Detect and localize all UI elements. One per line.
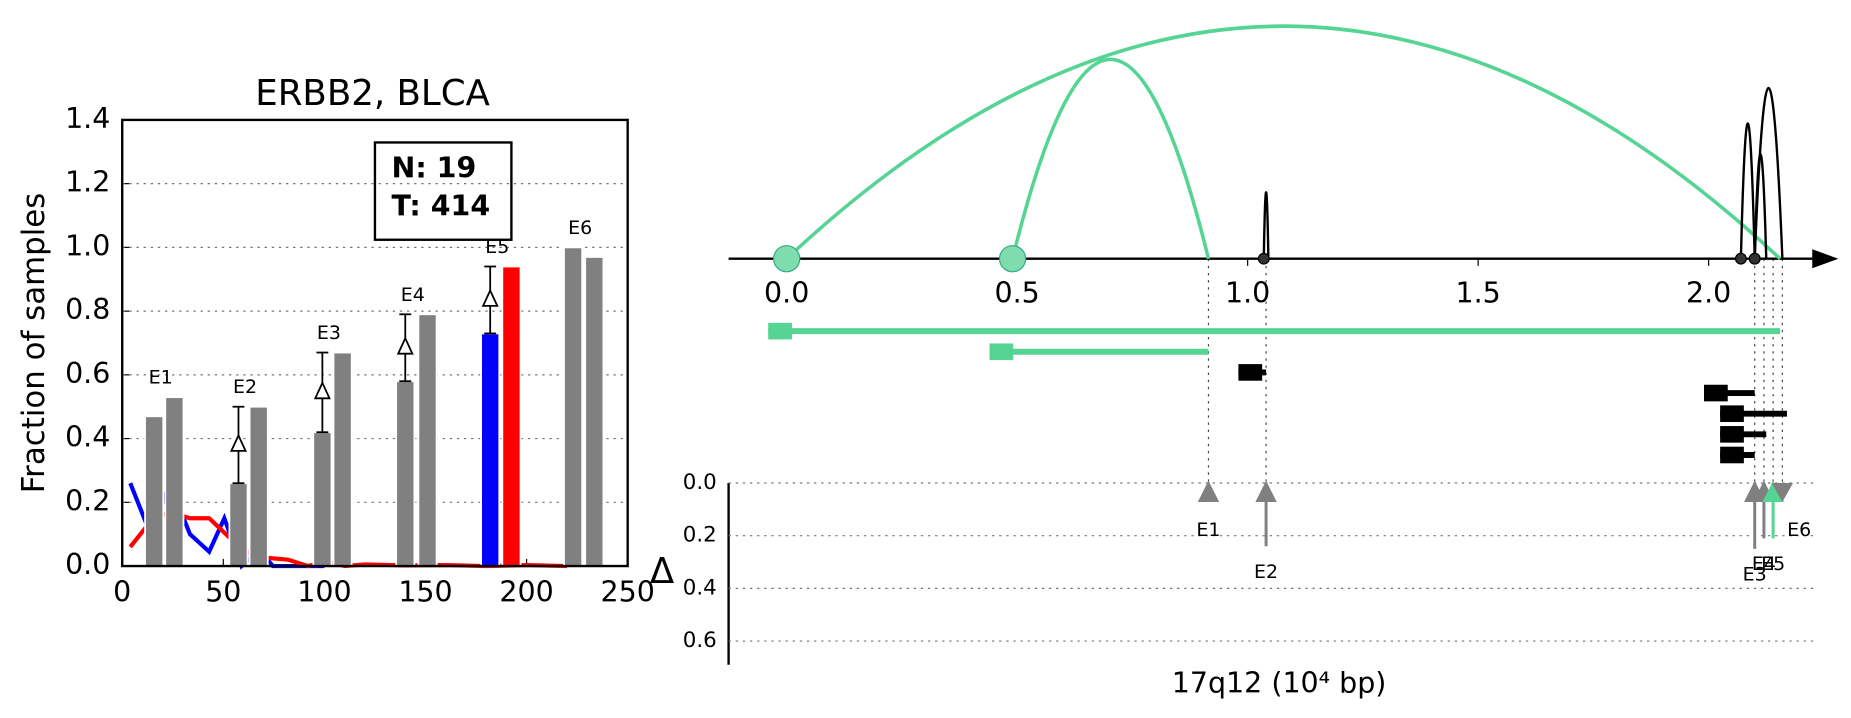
junction-anchor [998, 245, 1027, 273]
x-tick-label: 1.5 [1455, 276, 1500, 309]
delta-arrow [1762, 480, 1784, 502]
x-tick-label: 200 [499, 575, 553, 608]
y-tick-label: 0.6 [65, 357, 110, 390]
bar [501, 265, 522, 567]
transcript-box [1720, 426, 1744, 443]
exon-label: E5 [1761, 553, 1785, 575]
transcript-box [768, 322, 792, 340]
exon-label: E4 [1752, 553, 1776, 575]
delta-marker [396, 336, 414, 355]
exon-label: E5 [485, 236, 509, 258]
bar [395, 380, 416, 567]
exon-label: E4 [401, 284, 425, 306]
x-tick-label: 0 [113, 575, 131, 608]
delta-arrow [1197, 480, 1220, 502]
x-tick-label: 1.0 [1225, 276, 1270, 309]
x-tick-label: 0.0 [764, 276, 809, 309]
y-tick-label: 0.4 [65, 421, 110, 454]
delta-tick-label: 0.0 [683, 470, 717, 495]
junction-arc [1262, 191, 1270, 259]
delta-marker [229, 433, 247, 452]
x-tick-label: 0.5 [995, 276, 1040, 309]
bar [144, 415, 165, 567]
y-tick-label: 0.8 [65, 293, 110, 326]
x-tick-label: 2.0 [1686, 276, 1731, 309]
x-tick-label: 250 [601, 575, 655, 608]
delta-arrow [1255, 480, 1277, 502]
exon-label: E6 [1787, 519, 1811, 541]
bar [417, 313, 438, 567]
x-axis-label: 17q12 (10⁴ bp) [1172, 667, 1387, 700]
junction-arc [1753, 86, 1784, 259]
y-tick-label: 0.2 [65, 484, 110, 517]
x-tick-label: 50 [205, 575, 241, 608]
exon-label: E1 [1196, 519, 1220, 541]
bar [164, 396, 185, 567]
y-tick-label: 1.2 [65, 166, 110, 199]
x-tick-label: 150 [398, 575, 452, 608]
junction-anchor [773, 245, 801, 273]
y-tick-label: 1.4 [65, 102, 110, 135]
delta-axis-label: Δ [650, 551, 675, 592]
annotation: N: 19 [392, 152, 477, 185]
y-tick-label: 0.0 [65, 548, 110, 581]
exon-label: E3 [1743, 564, 1767, 586]
exon-label: E3 [317, 322, 341, 344]
bar [584, 256, 605, 567]
transcript-box [1238, 364, 1263, 381]
delta-tick-label: 0.6 [683, 628, 717, 653]
bar [332, 351, 353, 567]
junction-arc [785, 24, 1782, 261]
junction-anchor [1748, 252, 1761, 265]
delta-tick-label: 0.2 [683, 523, 717, 548]
delta-marker [481, 288, 499, 307]
y-tick-label: 1.0 [65, 229, 110, 262]
annotation-box [373, 141, 513, 241]
annotation: T: 414 [392, 190, 491, 223]
y-axis-label: Fraction of samples [16, 193, 52, 494]
transcript-box [1720, 446, 1744, 464]
delta-marker [313, 380, 331, 400]
axis-arrow [1812, 249, 1839, 269]
exon-label: E2 [233, 376, 257, 398]
bar [480, 332, 501, 567]
transcript-box [989, 343, 1014, 361]
bar [312, 431, 333, 567]
bar [228, 482, 249, 567]
junction-arc [1739, 122, 1756, 259]
delta-tick-label: 0.4 [683, 575, 717, 600]
plot-frame [121, 118, 629, 568]
bar [563, 246, 584, 567]
exon-label: E2 [1254, 561, 1278, 583]
chart-title: ERBB2, BLCA [255, 73, 490, 114]
delta-arrow [1771, 482, 1794, 502]
transcript-box [1720, 405, 1744, 423]
x-tick-label: 100 [297, 575, 351, 608]
junction-arc [1010, 57, 1211, 260]
exon-label: E6 [568, 217, 592, 239]
transcript-box [1704, 384, 1728, 402]
junction-anchor [1257, 252, 1270, 265]
junction-anchor [1734, 252, 1747, 265]
exon-label: E1 [149, 367, 173, 389]
bar [248, 405, 269, 567]
